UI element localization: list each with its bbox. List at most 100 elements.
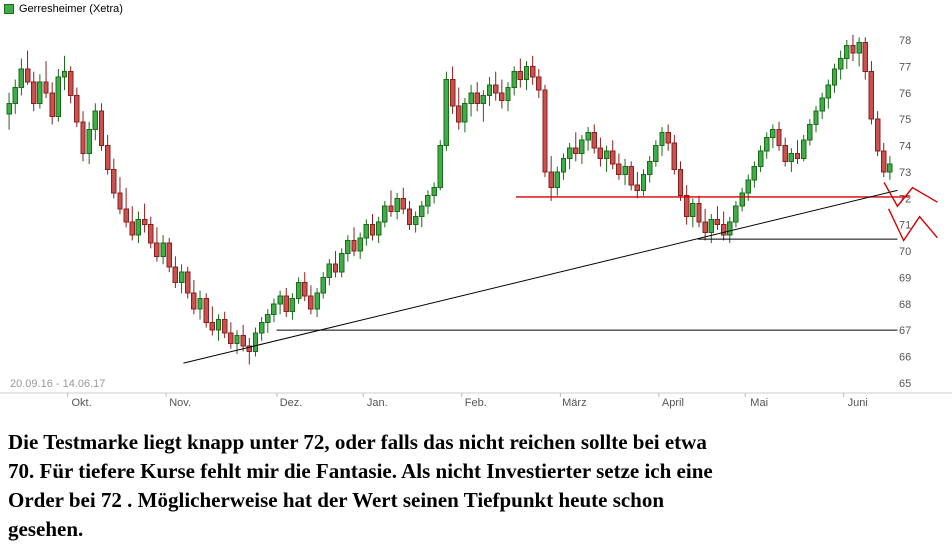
candle-body bbox=[653, 145, 659, 162]
candle-body bbox=[492, 84, 499, 94]
y-axis-label: 77 bbox=[899, 61, 911, 73]
candle-body bbox=[375, 221, 382, 236]
candle-body bbox=[302, 282, 308, 297]
candle-body bbox=[874, 118, 881, 152]
candle-body bbox=[191, 292, 197, 310]
candle-body bbox=[764, 137, 770, 152]
candle-body bbox=[881, 150, 887, 173]
y-axis-label: 74 bbox=[899, 141, 911, 153]
candle-body bbox=[18, 68, 25, 88]
candle-body bbox=[449, 79, 456, 107]
candle-body bbox=[289, 298, 296, 313]
candle-body bbox=[437, 145, 443, 189]
candle-body bbox=[714, 218, 721, 226]
y-axis-label: 76 bbox=[899, 88, 911, 100]
candle-body bbox=[850, 44, 856, 54]
y-axis-label: 75 bbox=[899, 114, 911, 126]
candle-body bbox=[462, 102, 468, 123]
candle-body bbox=[505, 86, 511, 102]
x-axis-label: Okt. bbox=[72, 397, 92, 409]
candle-body bbox=[104, 145, 111, 170]
candle-body bbox=[141, 218, 148, 226]
candle-body bbox=[868, 71, 875, 120]
candle-body bbox=[117, 192, 123, 210]
red-annotation-mark bbox=[887, 208, 938, 242]
candle-body bbox=[6, 102, 12, 115]
candle-body bbox=[382, 205, 388, 223]
candle-body bbox=[610, 150, 616, 165]
y-axis-label: 65 bbox=[899, 378, 911, 390]
candle-body bbox=[856, 42, 862, 54]
candle-body bbox=[733, 205, 739, 223]
candle-body bbox=[283, 295, 289, 313]
candle-body bbox=[468, 92, 474, 104]
analysis-line-2: 70. Für tiefere Kurse fehlt mir die Fant… bbox=[8, 459, 713, 483]
candle-body bbox=[320, 276, 326, 294]
x-axis-label: Dez. bbox=[280, 397, 303, 409]
candle-body bbox=[351, 239, 357, 252]
analysis-line-1: Die Testmarke liegt knapp unter 72, oder… bbox=[8, 430, 707, 454]
candle-body bbox=[474, 92, 480, 104]
candle-body bbox=[671, 142, 678, 170]
candle-body bbox=[258, 321, 265, 334]
red-annotation-mark bbox=[883, 182, 938, 208]
candle-body bbox=[369, 224, 376, 236]
candle-body bbox=[499, 92, 505, 102]
candle-body bbox=[228, 332, 234, 344]
candle-body bbox=[160, 242, 166, 257]
candle-body bbox=[757, 150, 764, 168]
analysis-line-3: Order bei 72 . Möglicherweise hat der We… bbox=[8, 488, 665, 512]
candle-body bbox=[98, 110, 105, 147]
candle-body bbox=[745, 179, 751, 194]
candle-body bbox=[739, 192, 745, 207]
candle-body bbox=[887, 163, 893, 173]
candle-body bbox=[394, 197, 400, 212]
candle-body bbox=[252, 332, 259, 352]
candle-body bbox=[271, 303, 277, 315]
candle-body bbox=[536, 76, 542, 91]
candle-body bbox=[31, 81, 37, 104]
candle-body bbox=[24, 68, 31, 83]
candle-body bbox=[314, 292, 320, 310]
candle-body bbox=[800, 139, 807, 160]
candle-body bbox=[640, 174, 647, 191]
candle-body bbox=[185, 271, 191, 294]
candle-body bbox=[148, 224, 154, 244]
candle-body bbox=[178, 271, 185, 284]
y-axis-label: 69 bbox=[899, 272, 911, 284]
candle-body bbox=[646, 160, 653, 176]
candle-body bbox=[166, 242, 172, 268]
legend-color-swatch-icon bbox=[4, 4, 14, 14]
y-axis-label: 70 bbox=[899, 246, 911, 258]
candle-body bbox=[111, 168, 117, 194]
candle-body bbox=[579, 139, 585, 154]
candle-body bbox=[209, 321, 216, 331]
candle-body bbox=[86, 129, 92, 154]
x-axis-label: Juni bbox=[848, 397, 868, 409]
candle-body bbox=[61, 71, 68, 78]
candle-body bbox=[277, 295, 283, 305]
candle-body bbox=[727, 221, 733, 236]
candle-body bbox=[456, 105, 462, 123]
candle-body bbox=[659, 131, 665, 147]
candle-body bbox=[406, 208, 413, 226]
candle-body bbox=[49, 92, 55, 118]
candle-body bbox=[480, 94, 487, 104]
candle-body bbox=[862, 42, 868, 73]
candle-body bbox=[74, 94, 80, 123]
candle-body bbox=[203, 298, 209, 323]
candle-body bbox=[708, 218, 714, 234]
y-axis-label: 78 bbox=[899, 35, 911, 47]
y-axis-label: 71 bbox=[899, 220, 911, 232]
candle-body bbox=[523, 65, 530, 81]
candle-body bbox=[412, 216, 419, 226]
x-axis-label: Mai bbox=[750, 397, 768, 409]
candle-body bbox=[326, 263, 333, 278]
candle-body bbox=[585, 131, 591, 141]
candle-body bbox=[246, 345, 253, 352]
candle-body bbox=[542, 89, 548, 173]
analysis-text: Die Testmarke liegt knapp unter 72, oder… bbox=[0, 418, 952, 544]
candle-body bbox=[517, 71, 524, 81]
x-axis-label: Jan. bbox=[367, 397, 388, 409]
candle-body bbox=[197, 298, 203, 310]
